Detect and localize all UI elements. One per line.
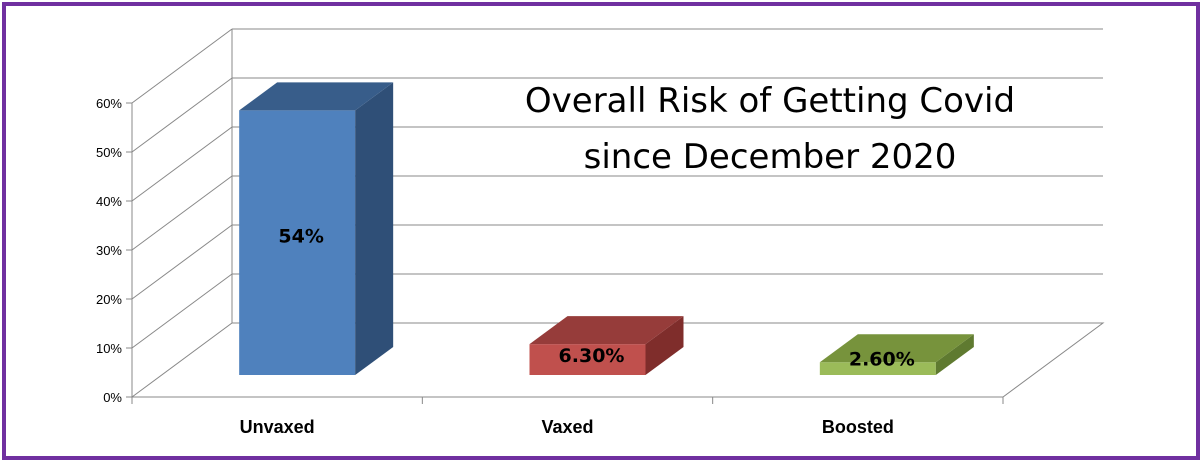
- bar-side-boosted: [935, 334, 974, 375]
- category-label: Unvaxed: [240, 417, 315, 437]
- y-tick-label: 10%: [96, 341, 122, 356]
- data-label: 6.30%: [559, 345, 625, 367]
- bar-top-vaxed: [529, 316, 684, 345]
- gridline-depth: [131, 224, 233, 300]
- gridline-depth: [131, 273, 233, 349]
- y-tick-label: 0%: [103, 390, 122, 405]
- y-tick-label: 30%: [96, 243, 122, 258]
- y-tick-label: 50%: [96, 145, 122, 160]
- category-label: Vaxed: [541, 417, 593, 437]
- bar-front-vaxed: [529, 344, 646, 375]
- gridline-depth: [131, 126, 233, 202]
- bar-top-boosted: [819, 334, 974, 363]
- bar-front-boosted: [819, 362, 936, 375]
- y-tick-label: 60%: [96, 96, 122, 111]
- bar-side-unvaxed: [355, 82, 394, 376]
- chart-title: Overall Risk of Getting Covid since Decem…: [525, 81, 1015, 177]
- y-tick-label: 40%: [96, 194, 122, 209]
- gridline-depth: [131, 175, 233, 251]
- y-axis-ticks: 0% 10% 20% 30% 40% 50% 60%: [96, 96, 1004, 405]
- bar-side-vaxed: [645, 316, 684, 375]
- data-label: 2.60%: [849, 348, 915, 370]
- x-axis-categories: Unvaxed Vaxed Boosted: [240, 417, 894, 437]
- y-tick-label: 20%: [96, 292, 122, 307]
- chart-title-line: Overall Risk of Getting Covid: [525, 81, 1015, 121]
- bar-front-unvaxed: [239, 110, 356, 376]
- category-label: Boosted: [822, 417, 894, 437]
- chart-title-line: since December 2020: [584, 137, 957, 177]
- bar-top-unvaxed: [239, 82, 394, 111]
- gridline-depth: [131, 28, 233, 104]
- gridline-depth: [131, 77, 233, 153]
- chart-bars: 54% 6.30% 2.60%: [239, 82, 974, 376]
- data-label: 54%: [278, 226, 323, 248]
